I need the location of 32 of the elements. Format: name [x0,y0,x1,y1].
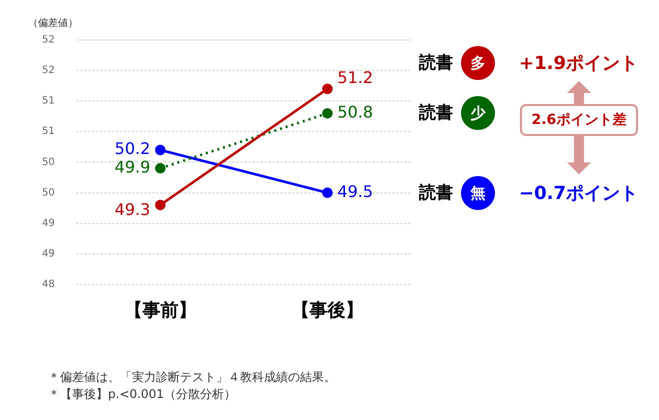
text: 2.6ポイント差 [520,104,638,136]
point [322,108,333,119]
text: +1.9ポイント [519,52,638,76]
text: 読書 多 [419,52,486,76]
text: ＊偏差値は、「実力診断テスト」４教科成績の結果。 [48,370,336,384]
point [322,84,333,94]
y-axis-title: （偏差値） [28,17,78,29]
y-tick-label: 51 [42,96,55,107]
data-label: 50.8 [337,102,374,122]
x-tick-label: 【事後】 [291,300,364,321]
data-label: 51.2 [337,68,374,88]
point [322,188,333,198]
point [155,163,166,174]
y-tick-label: 50 [42,156,55,168]
x-tick-label: 【事前】 [124,300,196,321]
y-tick-label: 51 [42,126,55,138]
data-label: 49.3 [114,200,150,220]
point [155,200,166,210]
y-tick-label: 52 [42,34,55,46]
data-label: 49.9 [114,157,150,176]
y-tick-label: 52 [42,65,55,76]
y-tick-label: 48 [42,278,55,290]
text: ＊【事後】p.<0.001（分散分析） [48,387,236,402]
text: 読書 無 [419,182,486,205]
data-label: 49.5 [337,182,374,201]
y-tick-label: 50 [42,187,55,198]
text: −0.7ポイント [519,182,638,205]
y-tick-label: 49 [42,218,55,229]
y-tick-label: 49 [42,248,55,260]
text: 読書 少 [419,102,486,126]
point [155,144,166,156]
data-label: 50.2 [114,139,150,158]
